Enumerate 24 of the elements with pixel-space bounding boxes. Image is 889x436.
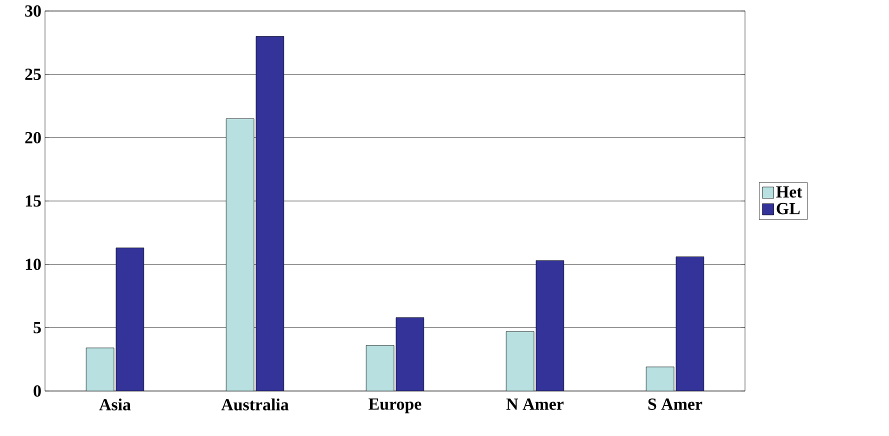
bar (86, 348, 114, 391)
y-tick-label: 10 (26, 258, 41, 270)
bar (646, 366, 674, 391)
x-tick-label: N Amer (506, 398, 564, 410)
x-tick-label: S Amer (648, 398, 702, 410)
x-tick-label: Asia (99, 398, 131, 410)
bar (506, 331, 534, 391)
bar (536, 260, 564, 391)
bar (256, 36, 284, 391)
y-tick-label: 0 (34, 385, 41, 397)
x-tick-label: Australia (221, 398, 289, 410)
y-tick-label: 20 (25, 132, 41, 144)
bar (396, 317, 424, 391)
y-tick-label: 15 (26, 195, 41, 207)
bar (116, 248, 144, 391)
legend-label: GL (776, 202, 800, 214)
bar (366, 345, 394, 391)
legend-label: Het (776, 186, 802, 198)
bar (226, 118, 254, 391)
y-tick-label: 25 (25, 68, 41, 80)
y-tick-label: 5 (34, 322, 41, 334)
bar (676, 256, 704, 391)
x-tick-label: Europe (368, 398, 422, 414)
y-tick-label: 30 (25, 5, 41, 17)
